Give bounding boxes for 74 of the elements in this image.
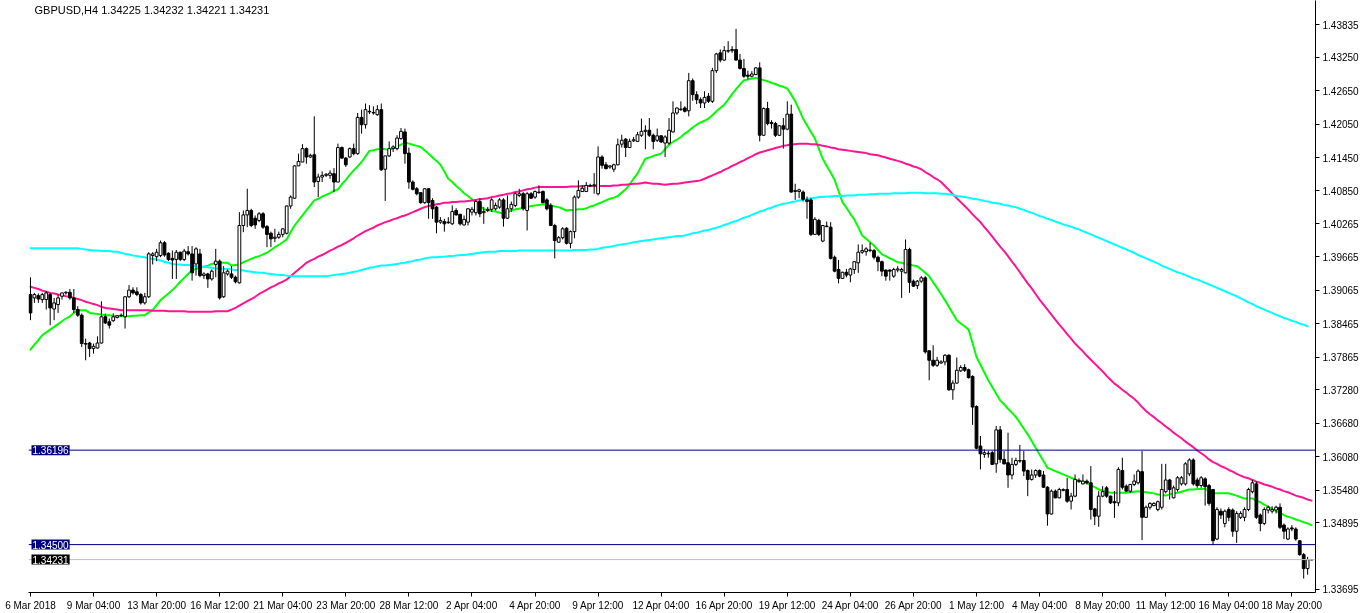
y-tick-label: 1.40850 — [1322, 185, 1360, 197]
x-tick-label: 16 May 04:00 — [1198, 599, 1260, 611]
y-tick-label: 1.40265 — [1322, 218, 1360, 230]
candlestick — [205, 272, 210, 289]
line-series — [29, 142, 1313, 502]
y-tick-label: 1.42650 — [1322, 85, 1360, 97]
chart-title: GBPUSD,H4 1.34225 1.34232 1.34221 1.34231 — [34, 3, 270, 16]
candlestick — [64, 290, 68, 296]
candlestick — [272, 228, 277, 243]
y-tick-label: 1.37865 — [1322, 352, 1360, 364]
x-tick-label: 26 Apr 20:00 — [884, 599, 942, 611]
candlestick — [170, 250, 175, 280]
y-tick-label: 1.41450 — [1322, 152, 1360, 164]
x-tick-label: 8 May 20:00 — [1075, 599, 1131, 611]
x-tick-label: 23 Mar 20:00 — [316, 599, 376, 611]
candlestick — [328, 169, 332, 180]
candlestick — [623, 137, 628, 158]
candlestick — [1081, 473, 1085, 485]
x-tick-label: 18 May 20:00 — [1261, 599, 1323, 611]
y-tick-label: 1.39065 — [1322, 285, 1360, 297]
y-tick-label: 1.43250 — [1322, 52, 1360, 64]
y-tick-label: 1.35480 — [1322, 485, 1360, 497]
y-tick-label: 1.33695 — [1322, 584, 1360, 596]
candlestick — [52, 297, 56, 321]
x-tick-label: 28 Mar 12:00 — [379, 599, 439, 611]
candlestick — [615, 138, 620, 166]
candlestick — [1203, 476, 1208, 507]
y-tick-label: 1.38465 — [1322, 318, 1360, 330]
x-tick-label: 9 Mar 04:00 — [66, 599, 121, 611]
candlestick — [521, 191, 526, 211]
candlestick — [742, 58, 746, 79]
x-tick-label: 2 Apr 04:00 — [446, 599, 498, 611]
candlestick — [1006, 432, 1010, 489]
y-tick-label: 1.36080 — [1322, 451, 1360, 463]
x-tick-label: 16 Mar 12:00 — [190, 599, 250, 611]
x-tick-label: 21 Mar 04:00 — [253, 599, 313, 611]
candlestick — [198, 248, 202, 278]
candlestick — [639, 118, 644, 138]
y-tick-label: 1.42050 — [1322, 119, 1360, 131]
candlestick — [190, 245, 194, 282]
y-tick-label: 1.36680 — [1322, 418, 1360, 430]
candlestick — [663, 134, 667, 158]
candlestick — [1010, 457, 1014, 480]
candlestick — [44, 290, 49, 311]
candlestick — [864, 246, 869, 257]
x-tick-label: 19 Apr 12:00 — [758, 599, 816, 611]
candlestick — [797, 188, 801, 199]
candlestick — [781, 117, 786, 150]
x-tick-label: 1 May 12:00 — [948, 599, 1005, 611]
candlestick — [245, 188, 250, 228]
candlestick — [194, 246, 198, 277]
line-series — [29, 76, 1313, 527]
y-tick-label: 1.34895 — [1322, 517, 1360, 529]
candlestick — [324, 172, 328, 178]
candlestick — [678, 100, 683, 112]
candlestick — [48, 292, 53, 326]
x-tick-label: 24 Apr 04:00 — [821, 599, 879, 611]
x-tick-label: 12 Apr 04:00 — [632, 599, 690, 611]
candlestick — [1234, 510, 1239, 544]
ref-line-label: 1.34231 — [32, 554, 70, 566]
x-tick-label: 4 Apr 20:00 — [509, 599, 561, 611]
x-tick-label: 6 Mar 2018 — [5, 599, 57, 611]
y-tick-label: 1.37280 — [1322, 384, 1360, 396]
ref-line-label: 1.34500 — [32, 539, 70, 551]
line-series — [29, 191, 1309, 328]
y-tick-label: 1.43835 — [1322, 19, 1360, 31]
x-tick-label: 11 May 12:00 — [1135, 599, 1197, 611]
candlestick — [746, 70, 750, 81]
x-tick-label: 13 Mar 20:00 — [127, 599, 187, 611]
x-tick-label: 4 May 04:00 — [1012, 599, 1068, 611]
x-tick-label: 9 Apr 12:00 — [572, 599, 624, 611]
y-tick-label: 1.39665 — [1322, 251, 1360, 263]
x-tick-label: 16 Apr 20:00 — [695, 599, 753, 611]
ref-line-label: 1.36196 — [32, 445, 70, 457]
